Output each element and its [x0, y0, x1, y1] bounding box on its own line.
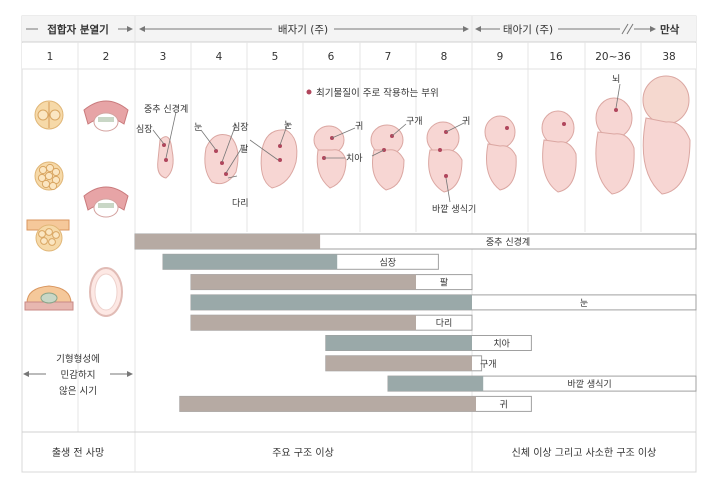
week-label: 7: [385, 51, 392, 63]
legend-label: 최기물질이 주로 작용하는 부위: [316, 87, 439, 99]
bar-label: 구개: [480, 359, 497, 370]
label-eye-a: 눈: [194, 122, 202, 133]
bar-highly-sensitive-segment: [325, 355, 472, 371]
week-label: 8: [441, 51, 448, 63]
target-dot-legend-icon: [306, 89, 312, 95]
label-leg: 다리: [232, 198, 249, 209]
label-ear-b: 귀: [462, 116, 470, 127]
phase-embryo-label: 배자기 (주): [278, 24, 328, 36]
phase-header: 접합자 분열기 배자기 (주) 태아기 (주) 만삭: [26, 23, 680, 36]
week-label: 3: [160, 51, 167, 63]
sensitivity-bar: 중추 신경계: [134, 233, 697, 250]
week-label: 6: [328, 51, 335, 63]
bar-label: 바깥 생식기: [567, 378, 611, 390]
sensitivity-bar: 다리: [190, 314, 473, 331]
bar-label: 귀: [500, 399, 508, 410]
sensitivity-bar: 치아: [325, 335, 532, 351]
week-row: [22, 43, 696, 69]
bar-label: 팔: [440, 277, 448, 289]
annotation-lines: [152, 83, 621, 203]
label-palate: 구개: [406, 116, 423, 127]
bar-label: 중추 신경계: [486, 236, 530, 248]
week-label: 5: [272, 51, 279, 63]
insensitive-period-note: 기형형성에 민감하지 않은 시기: [23, 354, 133, 397]
week-label: 9: [497, 51, 504, 63]
week2-cells: [83, 100, 129, 317]
bar-label: 다리: [436, 318, 453, 329]
week-labels: 1 2 3 4 5 6 7 8 9 16 20~36 38: [47, 51, 676, 63]
sensitivity-bar: 귀: [179, 395, 532, 412]
column-dividers: [77, 16, 642, 472]
fetus-week20-36: [595, 97, 635, 195]
bar-highly-sensitive-segment: [388, 376, 484, 392]
embryo-week8: [426, 121, 463, 193]
label-heart-a: 심장: [136, 124, 153, 135]
week1-cells: [24, 100, 74, 311]
target-dots: [162, 108, 618, 178]
footer-left: 출생 전 사망: [52, 447, 104, 459]
sensitivity-bar: 팔: [190, 274, 473, 291]
fetus-week38: [642, 75, 691, 195]
phase-cleavage-label: 접합자 분열기: [47, 23, 109, 36]
note-line2: 민감하지: [61, 369, 96, 381]
week-label: 2: [103, 51, 110, 63]
annotation-labels: 중추 신경계 심장 눈 심장 눈 팔 다리 귀 치아 구개 귀 바깥 생식기 뇌: [136, 74, 620, 215]
footer-mid: 주요 구조 이상: [272, 447, 334, 459]
week-label: 1: [47, 51, 54, 63]
bar-highly-sensitive-segment: [163, 254, 338, 270]
phase-fetal-label: 태아기 (주): [503, 24, 553, 36]
label-teeth: 치아: [346, 152, 363, 164]
footer-right: 신체 이상 그리고 사소한 구조 이상: [512, 447, 657, 459]
embryo-week3: [157, 136, 174, 179]
label-arm: 팔: [240, 143, 248, 155]
week-label: 38: [662, 51, 675, 63]
label-neural-tube: 중추 신경계: [144, 103, 188, 115]
phase-term-label: 만삭: [660, 23, 680, 36]
fetus-week9: [484, 115, 517, 191]
bar-highly-sensitive-segment: [191, 274, 416, 290]
bar-highly-sensitive-segment: [325, 335, 472, 351]
note-line1: 기형형성에: [56, 354, 100, 365]
note-line3: 않은 시기: [59, 386, 97, 397]
label-ear-a: 귀: [355, 121, 363, 132]
bar-highly-sensitive-segment: [179, 396, 477, 412]
label-genitals: 바깥 생식기: [432, 203, 476, 215]
label-heart-b: 심장: [232, 122, 249, 133]
week-label: 20~36: [595, 51, 631, 63]
fetus-week16: [541, 110, 577, 193]
embryo-week6: [313, 125, 347, 189]
week-label: 16: [549, 51, 563, 63]
week-label: 4: [216, 51, 223, 63]
bar-highly-sensitive-segment: [191, 315, 416, 331]
bar-label: 심장: [380, 257, 397, 268]
bar-label: 눈: [580, 298, 588, 309]
embryo-week7: [370, 124, 405, 191]
sensitivity-bar: 구개: [325, 355, 497, 372]
bar-label: 치아: [493, 338, 510, 350]
sensitivity-bar: 심장: [162, 253, 439, 270]
label-eye-b: 눈: [284, 120, 292, 131]
sensitivity-bar: 바깥 생식기: [387, 375, 697, 392]
bar-highly-sensitive-segment: [191, 294, 472, 310]
bar-highly-sensitive-segment: [135, 234, 321, 249]
label-brain: 뇌: [612, 74, 620, 85]
sensitivity-bar: 눈: [190, 294, 697, 311]
